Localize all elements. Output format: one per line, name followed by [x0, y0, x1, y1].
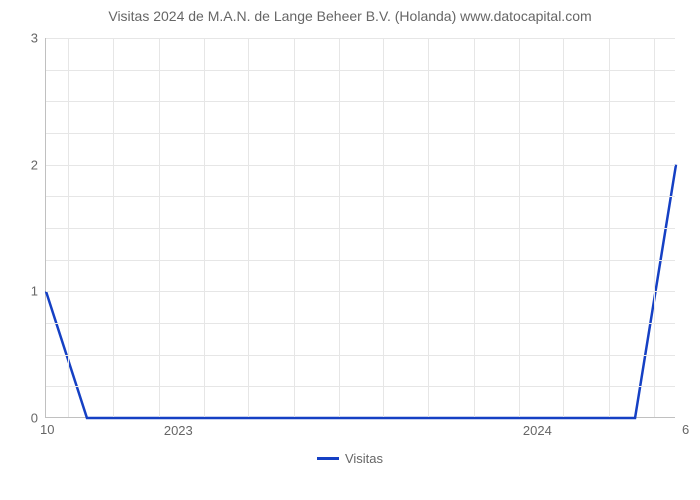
gridline-horizontal-minor: [46, 386, 675, 387]
gridline-vertical: [654, 38, 655, 417]
chart-area: 012320232024106 Visitas: [0, 30, 700, 470]
gridline-vertical: [383, 38, 384, 417]
gridline-horizontal-minor: [46, 355, 675, 356]
gridline-vertical: [294, 38, 295, 417]
gridline-vertical: [563, 38, 564, 417]
legend-label: Visitas: [345, 451, 383, 466]
gridline-vertical: [609, 38, 610, 417]
gridline-vertical: [474, 38, 475, 417]
gridline-horizontal: [46, 38, 675, 39]
gridline-horizontal-minor: [46, 101, 675, 102]
y-tick-label: 3: [31, 31, 46, 46]
gridline-vertical: [113, 38, 114, 417]
gridline-horizontal-minor: [46, 133, 675, 134]
x-tick-label: 2024: [523, 417, 552, 438]
gridline-horizontal-minor: [46, 228, 675, 229]
corner-label-bottom-right: 6: [682, 422, 689, 437]
x-tick-label: 2023: [164, 417, 193, 438]
gridline-vertical: [519, 38, 520, 417]
gridline-vertical: [68, 38, 69, 417]
gridline-horizontal-minor: [46, 70, 675, 71]
gridline-vertical: [159, 38, 160, 417]
plot-region: 012320232024106: [45, 38, 675, 418]
gridline-horizontal: [46, 291, 675, 292]
gridline-horizontal-minor: [46, 323, 675, 324]
gridline-vertical: [248, 38, 249, 417]
gridline-vertical: [339, 38, 340, 417]
gridline-horizontal-minor: [46, 260, 675, 261]
corner-label-bottom-left: 10: [40, 422, 54, 437]
chart-title: Visitas 2024 de M.A.N. de Lange Beheer B…: [0, 0, 700, 28]
y-tick-label: 1: [31, 284, 46, 299]
legend: Visitas: [0, 450, 700, 466]
legend-swatch: [317, 457, 339, 460]
y-tick-label: 2: [31, 157, 46, 172]
gridline-horizontal-minor: [46, 196, 675, 197]
gridline-vertical: [204, 38, 205, 417]
gridline-horizontal: [46, 165, 675, 166]
gridline-vertical: [428, 38, 429, 417]
